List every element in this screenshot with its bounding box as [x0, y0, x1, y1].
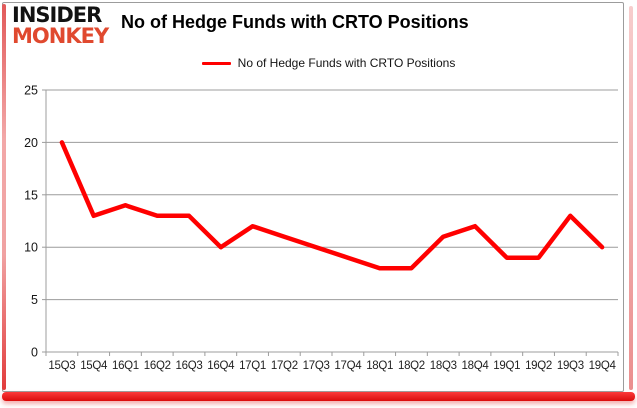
- frame-edge-left: [2, 4, 6, 390]
- y-axis-tick-label: 0: [31, 346, 38, 360]
- frame-edge-bottom: [2, 392, 635, 401]
- chart-frame: [2, 2, 624, 392]
- legend-label: No of Hedge Funds with CRTO Positions: [237, 56, 456, 70]
- x-axis-tick-label: 17Q3: [303, 360, 330, 372]
- y-axis-tick-label: 15: [24, 188, 38, 202]
- x-axis-tick-label: 16Q4: [207, 360, 235, 372]
- x-axis-tick-label: 18Q3: [430, 360, 457, 372]
- x-axis-tick-label: 18Q2: [398, 360, 425, 372]
- chart-legend: No of Hedge Funds with CRTO Positions: [40, 55, 617, 71]
- legend-line-swatch: [201, 61, 231, 65]
- series-line-crto: [59, 140, 605, 271]
- x-axis-tick-label: 19Q3: [557, 360, 584, 372]
- x-axis-tick-label: 18Q4: [462, 360, 490, 372]
- y-axis-tick-label: 25: [24, 84, 38, 98]
- x-axis-tick-label: 15Q3: [48, 360, 75, 372]
- x-axis-tick-label: 19Q4: [589, 360, 617, 372]
- x-axis-tick-label: 15Q4: [80, 360, 108, 372]
- frame-edge-right: [629, 6, 633, 390]
- x-axis-tick-label: 19Q1: [493, 360, 520, 372]
- y-axis-tick-label: 5: [31, 293, 38, 307]
- x-axis-tick-label: 17Q2: [271, 360, 298, 372]
- x-axis-tick-label: 16Q1: [112, 360, 139, 372]
- y-axis-tick-label: 20: [24, 136, 38, 150]
- x-axis-tick-label: 17Q4: [334, 360, 362, 372]
- y-axis-tick-label: 10: [24, 241, 38, 255]
- chart-title: No of Hedge Funds with CRTO Positions: [121, 12, 469, 32]
- x-axis-tick-label: 16Q2: [144, 360, 171, 372]
- insider-monkey-logo: INSIDER MONKEY: [12, 3, 109, 48]
- x-axis-tick-label: 19Q2: [525, 360, 552, 372]
- x-axis-tick-label: 17Q1: [239, 360, 266, 372]
- x-axis-tick-label: 18Q1: [366, 360, 393, 372]
- logo-text-insider: INSIDER: [12, 3, 102, 27]
- logo-text-monkey: MONKEY: [12, 23, 109, 48]
- x-axis-tick-label: 16Q3: [176, 360, 203, 372]
